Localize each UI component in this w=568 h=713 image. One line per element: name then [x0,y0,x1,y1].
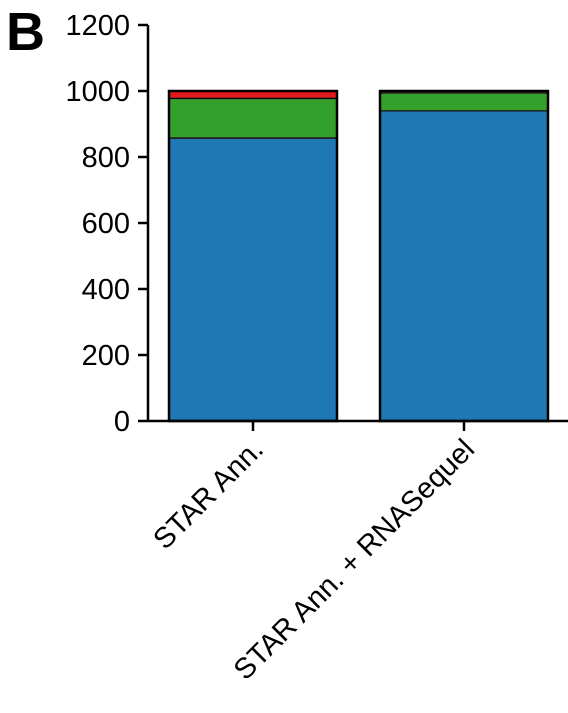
y-tick-label-0: 0 [114,406,130,438]
bar-segment-0-4 [169,91,337,98]
panel-label: B [6,2,45,62]
bars-group [167,89,550,423]
x-ticks-group: STAR Ann.STAR Ann. + RNASequel [147,421,481,686]
bar-segment-1-3 [380,92,548,94]
y-tick-label-3: 600 [82,208,130,240]
bar-segment-0-1 [169,137,337,139]
bar-segment-1-0 [380,111,548,422]
y-tick-label-2: 400 [82,274,130,306]
y-tick-label-5: 1000 [65,76,130,108]
bar-segment-0-0 [169,138,337,421]
y-tick-label-1: 200 [82,340,130,372]
bar-segment-0-3 [169,97,337,100]
x-category-label-0: STAR Ann. [147,433,270,556]
bar-segment-1-1 [380,110,548,112]
y-tick-label-6: 1200 [65,10,130,42]
y-tick-label-4: 800 [82,142,130,174]
bar-segment-0-2 [169,99,337,138]
bar-segment-1-2 [380,93,548,111]
x-category-label-1: STAR Ann. + RNASequel [228,433,481,686]
y-ticks-group: 0 200 400 600 800 1000 1200 [65,10,148,438]
